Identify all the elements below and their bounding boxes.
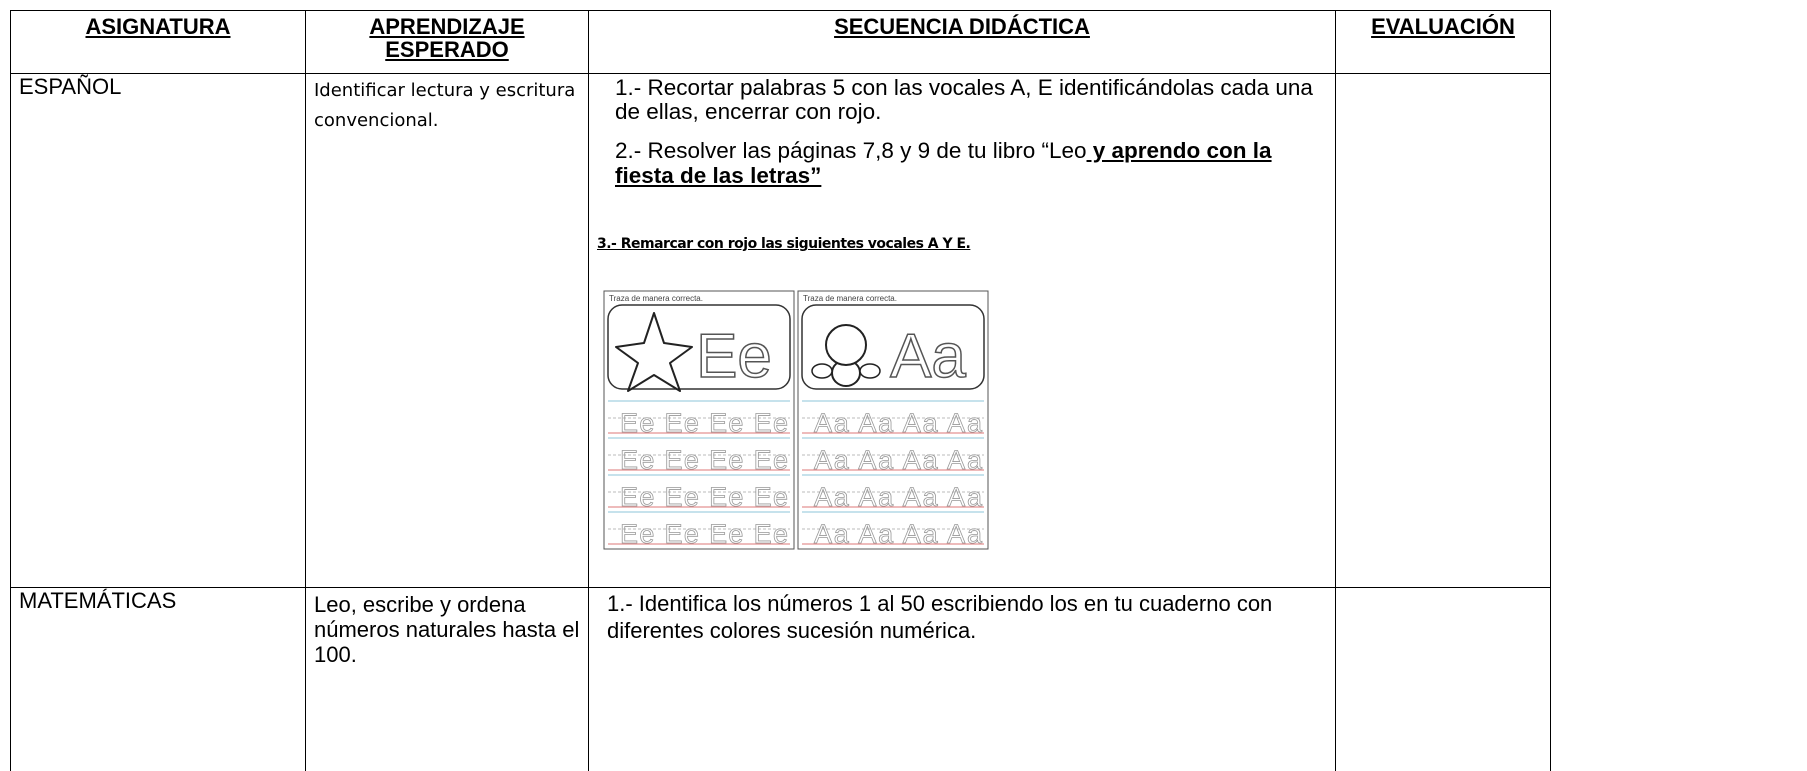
- trace-row: Ee Ee Ee Ee: [620, 408, 788, 438]
- row: MATEMÁTICAS Leo, escribe y ordena número…: [10, 587, 1551, 771]
- header-cell: APRENDIZAJE ESPERADO: [305, 10, 589, 74]
- big-letter: Ee: [696, 322, 772, 391]
- sequence: 1.- Recortar palabras 5 con las vocales …: [588, 73, 1336, 588]
- trace-row: Ee Ee Ee Ee: [620, 445, 788, 475]
- picture-box: [801, 304, 985, 390]
- sheet-border: [603, 290, 795, 550]
- item: 1.- Recortar palabras 5 con las vocales …: [615, 75, 1313, 124]
- worksheet: Traza de manera correcta. Ee Ee Ee Ee Ee Ee…: [603, 290, 795, 550]
- item-emphasis: y aprendo con la fiesta de las letras”: [615, 138, 1272, 188]
- item: 2.- Resolver las páginas 7,8 y 9 de tu l…: [615, 138, 1327, 188]
- trace-row: Aa Aa Aa Aa: [814, 482, 983, 512]
- big-letter: Aa: [890, 322, 966, 391]
- item: 3.- Remarcar con rojo las siguientes voc…: [597, 236, 971, 252]
- sheet-label: Traza de manera correcta.: [609, 294, 703, 303]
- header-cell: SECUENCIA DIDÁCTICA: [588, 10, 1336, 74]
- bee-wing: [811, 363, 833, 379]
- worksheet: Traza de manera correcta. Aa Aa Aa Aa Aa Aa…: [797, 290, 989, 550]
- trace-row: Aa Aa Aa Aa: [814, 519, 983, 549]
- item-text: 2.- Resolver las páginas 7,8 y 9 de tu l…: [615, 138, 1087, 163]
- learning: Leo, escribe y ordena números naturales …: [305, 587, 589, 771]
- starfish: [615, 312, 693, 392]
- bee-wing: [859, 363, 881, 379]
- trace-row: Ee Ee Ee Ee: [620, 482, 788, 512]
- header-cell: EVALUACIÓN: [1335, 10, 1551, 74]
- subject: ESPAÑOL: [10, 73, 306, 588]
- plan-table: ASIGNATURA APRENDIZAJE ESPERADO SECUENCI…: [10, 10, 1551, 771]
- worksheets: Traza de manera correcta. Ee Ee Ee Ee Ee Ee…: [603, 290, 989, 550]
- row: ESPAÑOL Identificar lectura y escritura …: [10, 73, 1551, 588]
- header-cell: ASIGNATURA: [10, 10, 306, 74]
- picture-box: [607, 304, 791, 390]
- learning: Identificar lectura y escritura convenci…: [305, 73, 589, 588]
- trace-row: Ee Ee Ee Ee: [620, 519, 788, 549]
- evaluation: [1335, 587, 1551, 771]
- subject: MATEMÁTICAS: [10, 587, 306, 771]
- trace-row: Aa Aa Aa Aa: [814, 408, 983, 438]
- header-row: ASIGNATURA APRENDIZAJE ESPERADO SECUENCI…: [10, 10, 1551, 74]
- evaluation: [1335, 73, 1551, 588]
- trace-row: Aa Aa Aa Aa: [814, 445, 983, 475]
- bee-head: [825, 324, 867, 366]
- sequence: 1.- Identifica los números 1 al 50 escri…: [588, 587, 1336, 771]
- sheet-label: Traza de manera correcta.: [803, 294, 897, 303]
